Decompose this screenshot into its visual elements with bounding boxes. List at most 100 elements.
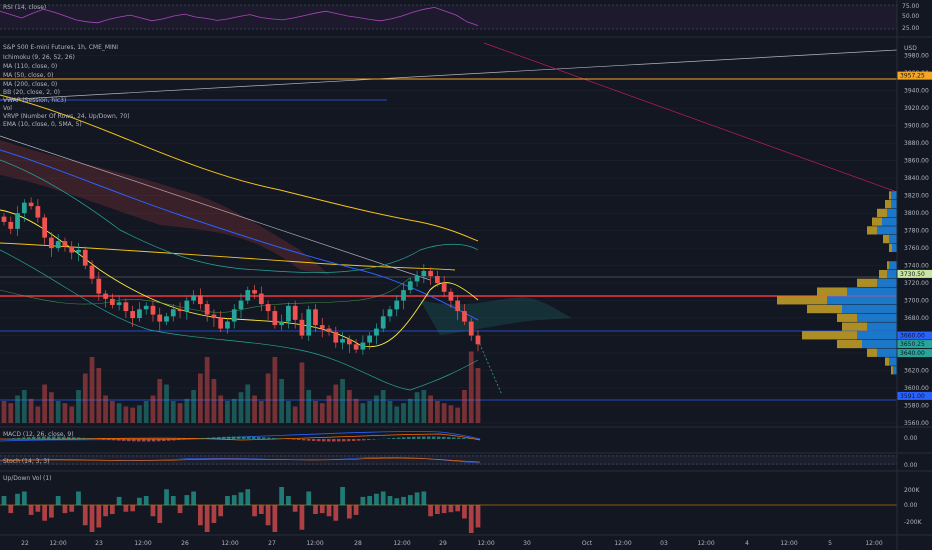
updown-bar: [380, 491, 386, 505]
volume-bar: [28, 398, 34, 423]
vrvp-up-bar: [877, 226, 897, 235]
time-tick: 29: [439, 540, 447, 547]
candle-body: [448, 291, 454, 301]
trendline-white: [0, 49, 898, 101]
macd-bar: [267, 437, 271, 439]
updown-bar: [441, 505, 447, 514]
candle-body: [258, 293, 264, 305]
time-tick: 23: [95, 540, 103, 547]
updown-bar: [279, 487, 284, 505]
macd-bar: [117, 439, 121, 441]
macd-bar: [62, 436, 66, 439]
macd-bar: [27, 437, 31, 439]
volume-bar: [191, 390, 196, 423]
vrvp-up-bar: [893, 366, 897, 375]
vrvp-down-bar: [877, 208, 887, 218]
price-tick: 3980.00: [904, 53, 929, 60]
volume-bar: [76, 390, 81, 423]
volume-bar: [177, 403, 183, 423]
price-tick: 3600.00: [904, 385, 929, 392]
volume-bar: [401, 403, 406, 423]
candle-body: [150, 305, 156, 315]
candle-body: [184, 300, 190, 312]
vrvp-up-bar: [889, 261, 897, 270]
updown-bar: [414, 492, 420, 505]
macd-bar: [367, 439, 371, 440]
updown-bar: [211, 505, 217, 523]
price-tick: 3820.00: [904, 193, 929, 200]
volume-bar: [211, 379, 217, 423]
macd-bar: [122, 439, 126, 441]
updown-bar: [374, 493, 379, 505]
volume-bar: [150, 395, 156, 423]
volume-bar: [333, 384, 339, 423]
trendline-down: [0, 135, 431, 281]
volume-bar: [1, 401, 7, 423]
vrvp-up-bar: [857, 331, 897, 340]
time-axis[interactable]: 22 12:00 23 12:00 26 12:00 27 12:00 28 12:00 29 12:…: [21, 540, 883, 547]
macd-bar: [172, 439, 176, 441]
macd-bar: [202, 438, 206, 439]
volume-bar: [103, 395, 108, 423]
macd-bar: [442, 436, 446, 439]
macd-bar: [52, 436, 56, 439]
candle-body: [109, 298, 115, 305]
time-tick: 26: [181, 540, 189, 547]
price-tick: 3940.00: [904, 88, 929, 95]
legend-bb: BB (20, close, 2, 0): [3, 89, 60, 96]
updown-bar: [96, 505, 102, 528]
updown-bar: [62, 505, 68, 514]
time-tick: 5: [828, 540, 832, 547]
updown-bar: [143, 496, 149, 505]
vrvp-up-bar: [891, 200, 897, 209]
macd-bar: [17, 437, 21, 439]
price-tick: 3700.00: [904, 298, 929, 305]
macd-bar: [337, 439, 341, 442]
candle-body: [204, 304, 210, 315]
macd-bar: [32, 436, 36, 439]
volume-bar: [157, 379, 163, 423]
vrvp-up-bar: [887, 208, 897, 218]
volume-bar: [143, 401, 149, 423]
macd-bar: [72, 437, 76, 439]
updown-bar: [103, 505, 108, 517]
volume-bar: [380, 390, 386, 423]
candle-body: [238, 300, 244, 310]
updown-bar: [407, 495, 413, 505]
vrvp-down-bar: [885, 357, 889, 366]
price-axis[interactable]: 3980.003960.003940.003920.003900.003880.…: [904, 53, 929, 427]
volume-bar: [49, 392, 54, 423]
volume-bar: [35, 406, 41, 423]
macd-bar: [347, 439, 351, 442]
macd-bar: [317, 439, 321, 442]
macd-bar: [212, 437, 216, 439]
macd-bar: [437, 436, 441, 439]
trendline-red: [483, 42, 898, 193]
price-tag-label: 3640.00: [900, 350, 925, 357]
volume-bar: [414, 392, 420, 423]
macd-bar: [427, 436, 431, 439]
vrvp-up-bar: [882, 217, 897, 226]
price-tag-bg: [897, 331, 932, 340]
rsi-line: [0, 6, 479, 26]
updown-bar: [272, 505, 278, 532]
volume-profile: [777, 191, 897, 375]
candle-body: [286, 305, 291, 322]
macd-bar: [322, 439, 326, 442]
price-tick: 3580.00: [904, 403, 929, 410]
volume-bar: [272, 357, 278, 423]
macd-bar: [207, 437, 211, 439]
macd-label: MACD (12, 26, close, 9): [3, 431, 74, 438]
vrvp-up-bar: [892, 243, 897, 252]
time-tick: 27: [268, 540, 276, 547]
macd-bar: [142, 439, 146, 442]
volume-bar: [82, 373, 88, 423]
stoch-d: [0, 457, 481, 463]
rsi-tick-25: 25.00: [902, 25, 919, 32]
volume-bar: [130, 407, 136, 423]
currency-label: USD: [904, 45, 917, 52]
candle-body: [441, 283, 447, 292]
vrvp-down-bar: [867, 226, 877, 235]
time-tick: 30: [523, 540, 531, 547]
